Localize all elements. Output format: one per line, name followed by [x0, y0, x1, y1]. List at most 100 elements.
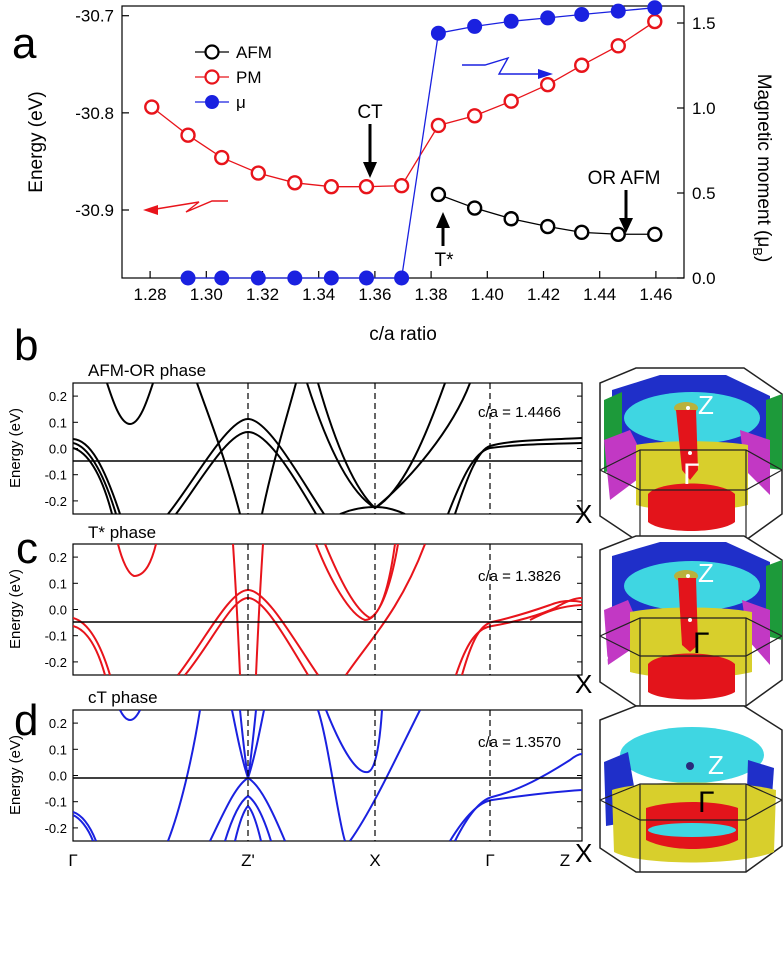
- panel-a-y2tick-label: 0.0: [692, 269, 716, 288]
- data-point: [287, 175, 303, 191]
- fs-c-gamma-label: Γ: [693, 627, 710, 660]
- band-c-8: [315, 544, 396, 622]
- data-point: [214, 149, 230, 166]
- panel-c-ylabel: Energy (eV): [7, 569, 24, 649]
- fs-b-gamma-label: Γ: [683, 458, 700, 491]
- data-point: [144, 99, 160, 115]
- band-d-14: [449, 789, 582, 841]
- fermi-surface-b: Z Γ X: [575, 367, 783, 541]
- data-point: [430, 25, 446, 41]
- band-b-1: [106, 383, 154, 426]
- panel-a-xtick-label: 1.28: [134, 285, 167, 304]
- kpoint-z: Z: [560, 851, 570, 870]
- panel-c-title: T* phase: [88, 523, 156, 542]
- band-ytick-label: -0.1: [45, 629, 67, 644]
- fs-c-z-label: Z: [698, 558, 714, 588]
- panel-a-y2tick-label: 1.5: [692, 14, 716, 33]
- data-point: [574, 7, 590, 22]
- panel-c-axes: 0.2 0.1 0.0 -0.1 -0.2: [45, 550, 582, 670]
- panel-a-y2label-sub: B: [750, 247, 765, 256]
- panel-a-xtick-label: 1.46: [639, 285, 672, 304]
- band-d-2: [73, 811, 97, 841]
- data-point: [503, 13, 519, 29]
- series-pm: [144, 13, 663, 195]
- panel-b-axes: 0.2 0.1 0.0 -0.1 -0.2: [45, 389, 582, 509]
- panel-a-xlabel: c/a ratio: [369, 324, 437, 345]
- panel-b-frame: [72, 382, 583, 515]
- band-b-11: [339, 505, 406, 514]
- panel-label-a: a: [12, 19, 37, 68]
- band-b-9: [306, 383, 446, 510]
- panel-b-chart: AFM-OR phase Energy (eV) 0.2 0.1 0.0 -0.1 -0…: [7, 361, 583, 515]
- panel-a-xtick-label: 1.36: [358, 285, 391, 304]
- legend-afm-label: AFM: [236, 43, 272, 62]
- data-point: [358, 270, 374, 286]
- panel-c-chart: T* phase Energy (eV) 0.2 0.1 0.0 -0.1 -0.2 c…: [7, 523, 583, 676]
- band-b-3: [73, 447, 113, 514]
- panel-a-xtick-label: 1.32: [246, 285, 279, 304]
- fs-d-gamma-label: Γ: [698, 786, 715, 819]
- band-c-13: [529, 604, 582, 621]
- panel-b-title: AFM-OR phase: [88, 361, 206, 380]
- panel-a-y2label: Magnetic moment (μB): [750, 74, 774, 263]
- band-d-1: [119, 710, 141, 722]
- band-ytick-label: -0.2: [45, 821, 67, 836]
- panel-a-ytick-label: -30.7: [75, 7, 114, 26]
- band-d-13: [454, 753, 582, 841]
- data-point: [214, 270, 230, 286]
- band-b-12: [454, 437, 582, 514]
- right-axis-indicator-arrow: [462, 56, 553, 79]
- panel-d-title: cT phase: [88, 688, 158, 707]
- panel-a-xtick-label: 1.38: [415, 285, 448, 304]
- fs-d-x-label: X: [575, 838, 592, 868]
- panel-a-frame: [121, 5, 685, 279]
- annotation-or-afm: OR AFM: [588, 168, 661, 189]
- panel-d-axes: 0.2 0.1 0.0 -0.1 -0.2: [45, 716, 582, 836]
- fs-d-z-label: Z: [708, 750, 724, 780]
- data-point: [393, 178, 410, 194]
- band-c-7: [255, 544, 264, 675]
- band-d-10: [317, 710, 346, 841]
- left-axis-indicator-arrow: [143, 200, 228, 215]
- panel-a-ytick-label: -30.8: [75, 104, 114, 123]
- panel-a-xtick-label: 1.34: [302, 285, 335, 304]
- data-point: [430, 117, 447, 134]
- legend-mu-marker: [205, 95, 219, 109]
- series-mu: [180, 0, 663, 286]
- data-point: [430, 186, 447, 203]
- panel-a-series: [144, 0, 663, 286]
- panel-a-ylabel: Energy (eV): [26, 91, 47, 192]
- panel-label-b: b: [14, 321, 38, 370]
- band-ytick-label: -0.2: [45, 494, 67, 509]
- data-point: [358, 178, 375, 195]
- band-c-3: [73, 625, 106, 675]
- panel-a-xtick-label: 1.30: [190, 285, 223, 304]
- annotation-ct: CT: [357, 102, 383, 123]
- band-b-4: [73, 438, 121, 514]
- legend-pm-marker: [204, 69, 220, 85]
- data-point: [467, 18, 483, 34]
- data-point: [647, 13, 663, 30]
- band-b-2: [73, 442, 117, 514]
- panel-label-c: c: [16, 524, 38, 573]
- panel-a-y2label-main: Magnetic moment (μ: [753, 74, 774, 248]
- band-b-6: [175, 430, 317, 514]
- band-d-11: [325, 710, 383, 774]
- data-point: [503, 211, 519, 227]
- band-c-4: [177, 588, 319, 675]
- fs-b-z-label: Z: [698, 390, 714, 420]
- panel-a-xtick-label: 1.40: [471, 285, 504, 304]
- band-d-4: [167, 710, 201, 841]
- fs-b-x-label: X: [575, 499, 592, 529]
- data-point: [287, 270, 303, 286]
- panel-d-ca-label: c/a = 1.3570: [478, 734, 561, 751]
- kpoint-gamma-2: Γ: [485, 851, 494, 870]
- annotation-t-star-arrow: [436, 212, 450, 246]
- panel-d-ylabel: Energy (eV): [7, 735, 24, 815]
- legend-pm-label: PM: [236, 68, 262, 87]
- band-c-2: [73, 617, 111, 675]
- data-point: [250, 165, 266, 181]
- annotation-ct-arrow: [363, 124, 377, 178]
- band-ytick-label: 0.0: [49, 769, 67, 784]
- panel-a-legend: AFM PM μ: [195, 43, 272, 112]
